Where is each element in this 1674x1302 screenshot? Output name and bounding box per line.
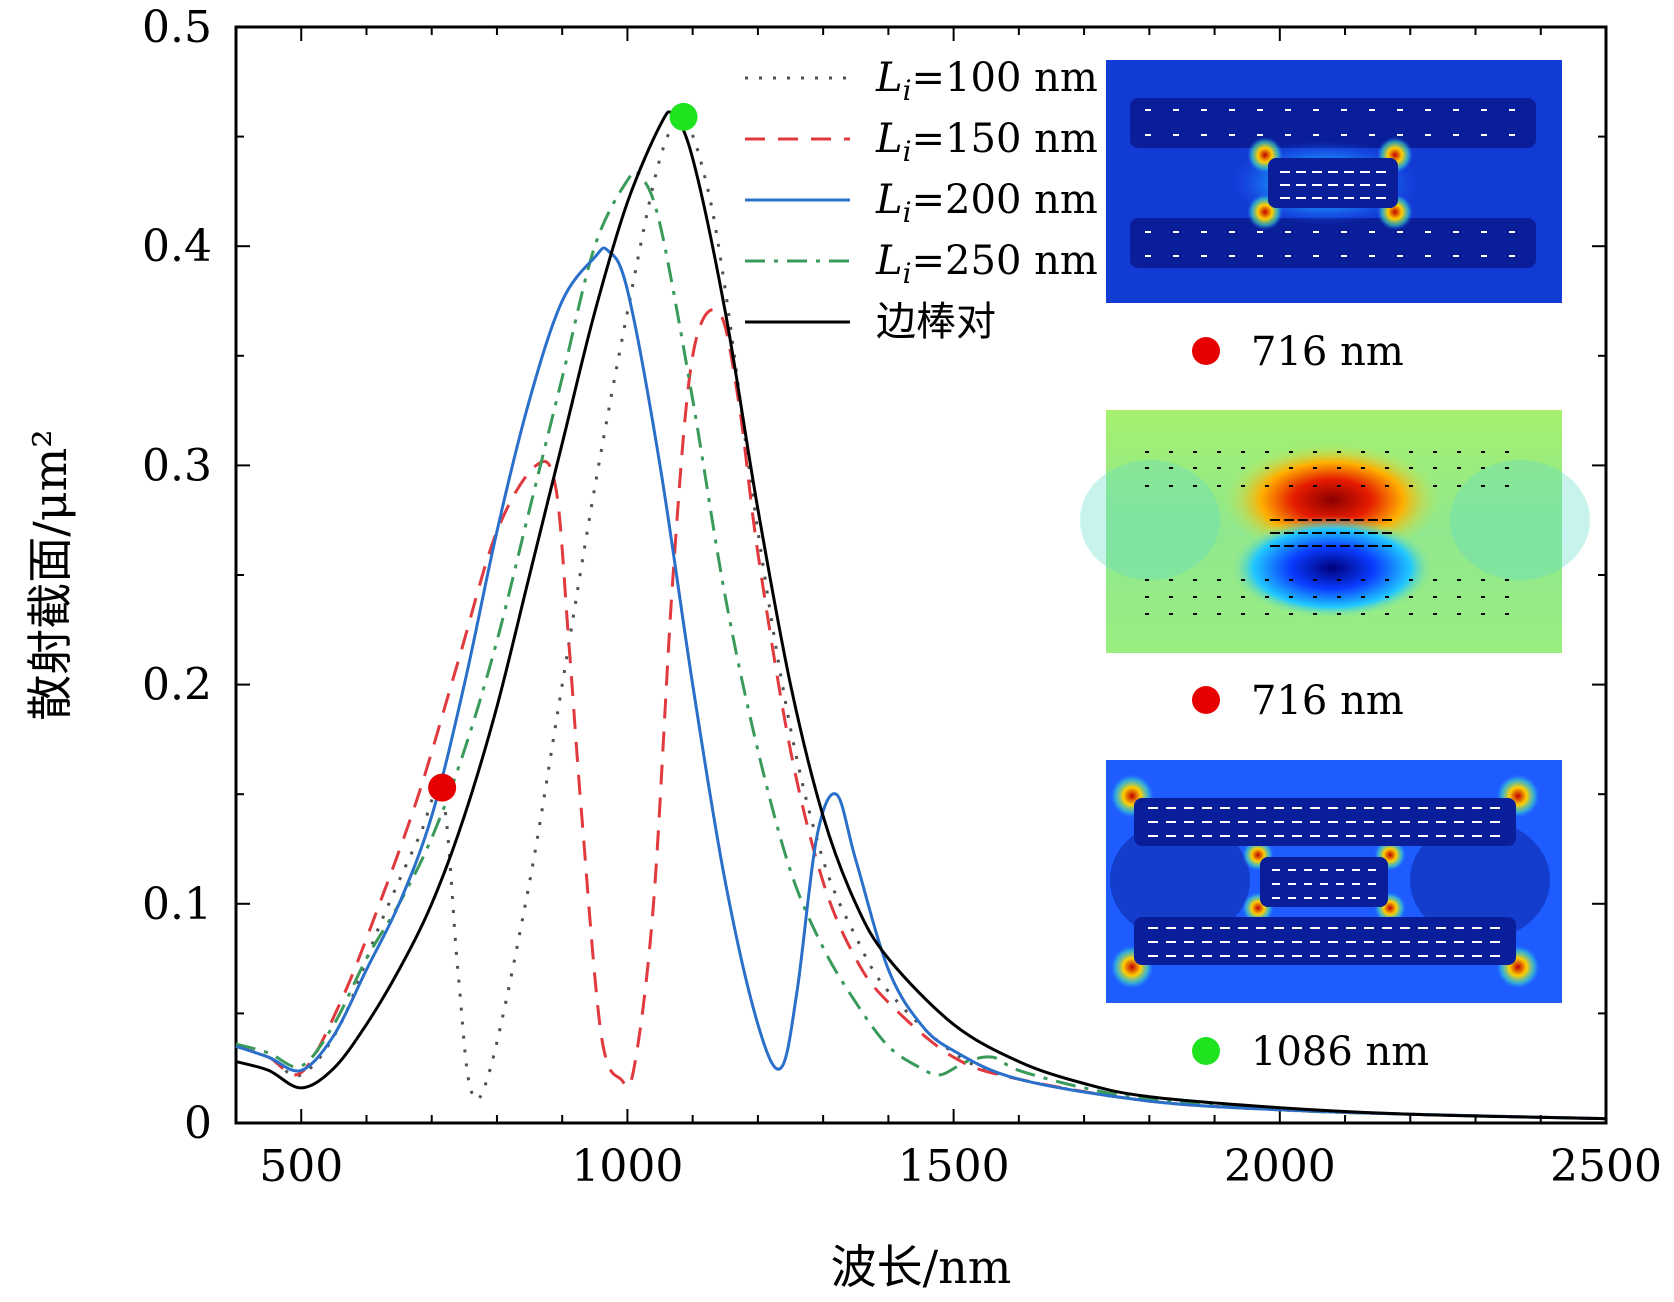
y-tick-label: 0.5 [142, 2, 212, 53]
x-axis-title: 波长/nm [831, 1240, 1012, 1294]
x-tick-label: 1500 [898, 1141, 1010, 1192]
series-line-2 [235, 308, 1607, 1121]
axis-ticks: 500 1000 1500 2000 2500 0 0.1 0.2 0.3 0.4 0.5 [142, 2, 1662, 1192]
y-axis-title: 散射截面/μm² [23, 429, 77, 720]
inset-2-dot [1192, 686, 1220, 714]
legend-label-2: Li=150 nm [875, 116, 1098, 168]
series-layer [235, 110, 1607, 1121]
inset-field-map-3 [1106, 760, 1562, 1003]
highlight-marker-1 [428, 773, 457, 802]
y-tick-label: 0.2 [142, 660, 212, 711]
legend-label-1: Li=100 nm [875, 55, 1098, 107]
inset-2-caption: 716 nm [1251, 678, 1404, 724]
y-tick-label: 0.4 [142, 221, 212, 272]
legend-label-4: Li=250 nm [875, 238, 1098, 290]
inset-field-map-2 [1080, 410, 1590, 653]
inset-1-dot [1192, 337, 1220, 365]
highlight-marker-2 [669, 102, 698, 131]
y-tick-label: 0.1 [142, 879, 212, 930]
y-tick-label: 0.3 [142, 440, 212, 491]
inset-3-caption: 1086 nm [1251, 1029, 1429, 1075]
inset-3-dot [1192, 1037, 1220, 1065]
legend: Li=100 nm Li=150 nm Li=200 nm Li=250 nm 边棒对 [745, 55, 1098, 345]
legend-label-3: Li=200 nm [875, 177, 1098, 229]
series-line-5 [235, 110, 1607, 1121]
x-tick-label: 2000 [1224, 1141, 1336, 1192]
legend-label-5: 边棒对 [876, 299, 996, 345]
y-tick-label: 0 [184, 1098, 212, 1149]
x-tick-label: 2500 [1550, 1141, 1662, 1192]
x-tick-label: 500 [259, 1141, 343, 1192]
inset-field-map-1 [1106, 60, 1562, 303]
marker-layer [428, 102, 698, 802]
x-tick-label: 1000 [571, 1141, 683, 1192]
inset-1-caption: 716 nm [1251, 329, 1404, 375]
series-line-3 [235, 246, 1607, 1121]
